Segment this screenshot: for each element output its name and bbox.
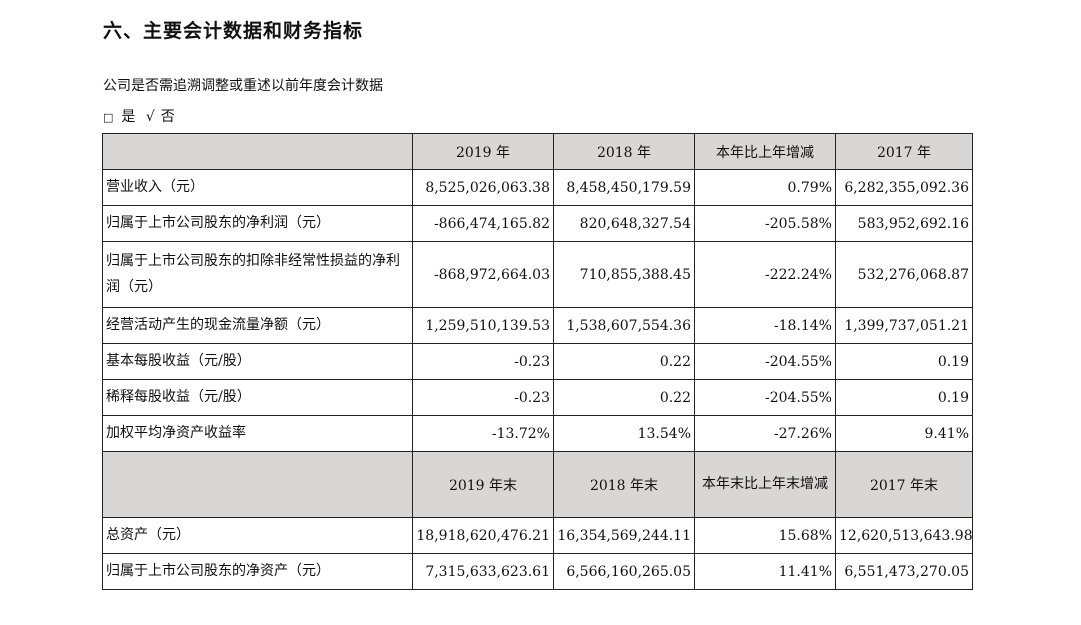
restatement-question: 公司是否需追溯调整或重述以前年度会计数据: [103, 78, 383, 94]
checkbox-empty-icon: □: [103, 111, 114, 124]
row-label: 归属于上市公司股东的净资产（元）: [102, 553, 413, 590]
value-change: -18.14%: [694, 307, 836, 344]
table-row: 营业收入（元） 8,525,026,063.38 8,458,450,179.5…: [102, 169, 973, 206]
table-header-row: 2019 年末 2018 年末 本年末比上年末增减 2017 年末: [102, 451, 973, 518]
value-2017: 12,620,513,643.98: [835, 517, 973, 554]
value-change: 15.68%: [694, 517, 836, 554]
yes-option-label: 是: [121, 109, 136, 125]
value-2017: 1,399,737,051.21: [835, 307, 973, 344]
value-change: -27.26%: [694, 415, 836, 452]
table-row: 稀释每股收益（元/股） -0.23 0.22 -204.55% 0.19: [102, 379, 973, 416]
row-label: 经营活动产生的现金流量净额（元）: [102, 307, 413, 344]
header-cell-2017-end: 2017 年末: [835, 451, 973, 518]
header-cell-change: 本年比上年增减: [694, 133, 836, 170]
table-row: 加权平均净资产收益率 -13.72% 13.54% -27.26% 9.41%: [102, 415, 973, 452]
value-2017: 6,551,473,270.05: [835, 553, 973, 590]
value-change: -205.58%: [694, 205, 836, 242]
row-label: 加权平均净资产收益率: [102, 415, 413, 452]
header-cell-2017: 2017 年: [835, 133, 973, 170]
table-row: 经营活动产生的现金流量净额（元） 1,259,510,139.53 1,538,…: [102, 307, 973, 344]
value-2019: -0.23: [412, 379, 554, 416]
restatement-choice: □ 是 √ 否: [103, 106, 181, 126]
value-2018: 16,354,569,244.11: [553, 517, 695, 554]
value-2019: 7,315,633,623.61: [412, 553, 554, 590]
table-row: 基本每股收益（元/股） -0.23 0.22 -204.55% 0.19: [102, 343, 973, 380]
value-2018: 0.22: [553, 343, 695, 380]
row-label: 稀释每股收益（元/股）: [102, 379, 413, 416]
value-2018: 8,458,450,179.59: [553, 169, 695, 206]
value-2017: 0.19: [835, 343, 973, 380]
value-2017: 0.19: [835, 379, 973, 416]
value-2019: 18,918,620,476.21: [412, 517, 554, 554]
value-2017: 583,952,692.16: [835, 205, 973, 242]
row-label: 基本每股收益（元/股）: [102, 343, 413, 380]
value-2018: 1,538,607,554.36: [553, 307, 695, 344]
value-change: -204.55%: [694, 343, 836, 380]
table-row: 归属于上市公司股东的扣除非经常性损益的净利润（元） -868,972,664.0…: [102, 241, 973, 308]
table-row: 总资产（元） 18,918,620,476.21 16,354,569,244.…: [102, 517, 973, 554]
value-2018: 13.54%: [553, 415, 695, 452]
value-change: 0.79%: [694, 169, 836, 206]
value-2018: 0.22: [553, 379, 695, 416]
value-2019: -13.72%: [412, 415, 554, 452]
header-cell-change-end: 本年末比上年末增减: [694, 451, 836, 518]
row-label: 归属于上市公司股东的净利润（元）: [102, 205, 413, 242]
section-heading: 六、主要会计数据和财务指标: [103, 20, 364, 42]
header-cell-blank: [102, 451, 413, 518]
value-2017: 532,276,068.87: [835, 241, 973, 308]
header-cell-2018-end: 2018 年末: [553, 451, 695, 518]
value-2019: -0.23: [412, 343, 554, 380]
header-cell-2018: 2018 年: [553, 133, 695, 170]
value-change: -204.55%: [694, 379, 836, 416]
value-change: 11.41%: [694, 553, 836, 590]
header-cell-2019: 2019 年: [412, 133, 554, 170]
value-2017: 6,282,355,092.36: [835, 169, 973, 206]
row-label: 营业收入（元）: [102, 169, 413, 206]
header-cell-2019-end: 2019 年末: [412, 451, 554, 518]
value-2018: 6,566,160,265.05: [553, 553, 695, 590]
value-2018: 820,648,327.54: [553, 205, 695, 242]
value-2019: -868,972,664.03: [412, 241, 554, 308]
value-change: -222.24%: [694, 241, 836, 308]
checkmark-icon: √: [145, 109, 155, 125]
table-row: 归属于上市公司股东的净利润（元） -866,474,165.82 820,648…: [102, 205, 973, 242]
row-label: 总资产（元）: [102, 517, 413, 554]
row-label: 归属于上市公司股东的扣除非经常性损益的净利润（元）: [102, 241, 413, 308]
value-2019: -866,474,165.82: [412, 205, 554, 242]
value-2019: 8,525,026,063.38: [412, 169, 554, 206]
value-2019: 1,259,510,139.53: [412, 307, 554, 344]
no-option-label: 否: [160, 109, 175, 125]
value-2017: 9.41%: [835, 415, 973, 452]
header-cell-blank: [102, 133, 413, 170]
table-header-row: 2019 年 2018 年 本年比上年增减 2017 年: [102, 133, 973, 170]
value-2018: 710,855,388.45: [553, 241, 695, 308]
financial-indicators-table: 2019 年 2018 年 本年比上年增减 2017 年 营业收入（元） 8,5…: [102, 133, 973, 590]
table-row: 归属于上市公司股东的净资产（元） 7,315,633,623.61 6,566,…: [102, 553, 973, 590]
